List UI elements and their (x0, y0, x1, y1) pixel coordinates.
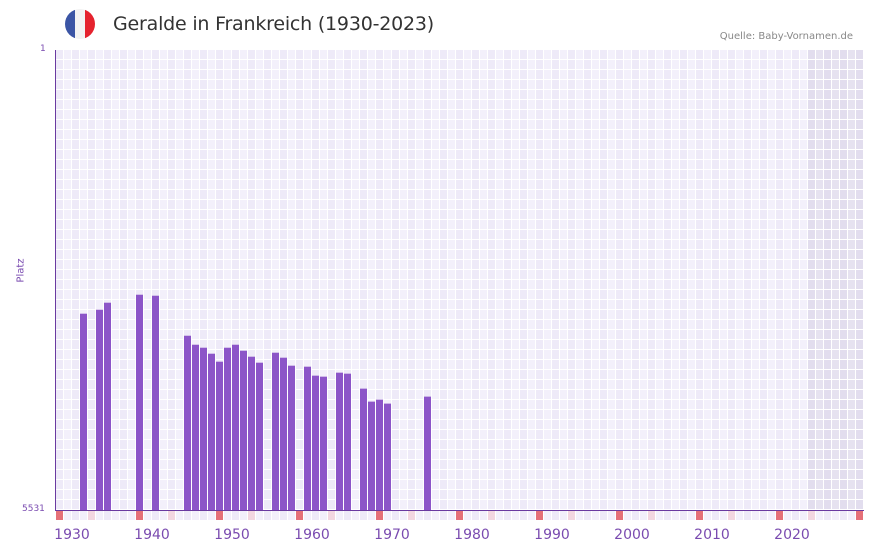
bar-1942 (152, 295, 159, 510)
france-flag-icon (65, 9, 95, 39)
bar-1948 (200, 347, 207, 510)
bar-1976 (424, 396, 431, 510)
bar-1961 (304, 366, 311, 510)
x-tick-1990: 1990 (534, 527, 570, 543)
bar-1963 (320, 376, 327, 510)
x-tick-1930: 1930 (54, 527, 90, 543)
x-tick-2010: 2010 (694, 527, 730, 543)
bar-1965 (336, 372, 343, 510)
x-tick-2020: 2020 (774, 527, 810, 543)
bar-1933 (80, 313, 87, 510)
year-marker-strip (56, 511, 863, 520)
y-tick-bottom: 5531 (22, 504, 45, 514)
x-tick-1940: 1940 (134, 527, 170, 543)
source-credit: Quelle: Baby-Vornamen.de (719, 31, 853, 42)
bar-1950 (216, 361, 223, 510)
x-tick-1970: 1970 (374, 527, 410, 543)
x-tick-1950: 1950 (214, 527, 250, 543)
bar-1966 (344, 373, 351, 510)
bar-1946 (184, 335, 191, 510)
bar-1962 (312, 375, 319, 510)
y-tick-top: 1 (40, 44, 46, 54)
bar-1940 (136, 294, 143, 510)
bar-1952 (232, 344, 239, 510)
x-tick-1960: 1960 (294, 527, 330, 543)
bar-1947 (192, 344, 199, 510)
bar-1949 (208, 353, 215, 510)
x-tick-1980: 1980 (454, 527, 490, 543)
y-axis-line (55, 50, 56, 511)
bar-1970 (376, 399, 383, 510)
x-tick-2000: 2000 (614, 527, 650, 543)
chart-title: Geralde in Frankreich (1930-2023) (113, 13, 435, 35)
bar-1954 (248, 356, 255, 510)
bar-1958 (280, 357, 287, 510)
bar-1955 (256, 362, 263, 510)
chart-plot-area (56, 50, 863, 510)
bar-1953 (240, 350, 247, 510)
y-axis-label: Platz (15, 258, 27, 283)
bar-1936 (104, 302, 111, 510)
bar-1968 (360, 388, 367, 510)
bar-1969 (368, 401, 375, 510)
bar-1959 (288, 365, 295, 510)
bar-1957 (272, 352, 279, 510)
bar-1935 (96, 309, 103, 510)
bar-1951 (224, 347, 231, 510)
x-axis-line (55, 510, 864, 511)
bar-1971 (384, 403, 391, 510)
